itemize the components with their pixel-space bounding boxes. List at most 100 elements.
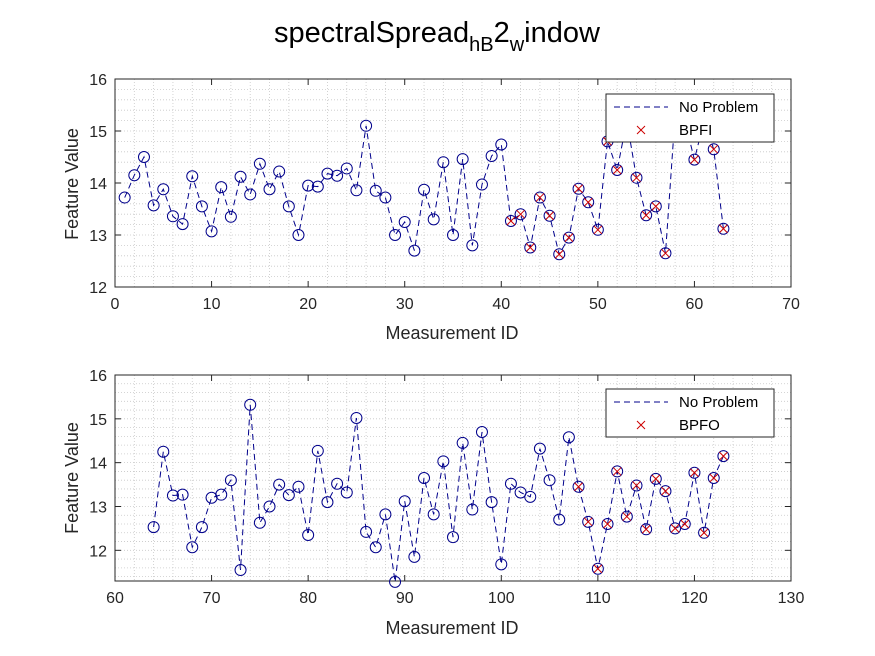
- data-point-no-problem: [118, 191, 131, 204]
- data-point-bpfo: [612, 467, 622, 476]
- data-point-no-problem: [649, 200, 662, 213]
- data-point-bpfi: [506, 216, 516, 226]
- data-point-no-problem: [302, 528, 315, 541]
- data-point-bpfi: [554, 249, 564, 259]
- data-point-no-problem: [707, 472, 720, 484]
- data-point-no-problem: [292, 229, 305, 241]
- data-point-bpfo: [680, 519, 690, 529]
- y-tick-label: 16: [89, 72, 107, 89]
- data-point-no-problem: [582, 515, 595, 528]
- x-tick-label: 90: [396, 590, 414, 607]
- data-point-bpfi: [545, 211, 554, 221]
- data-point-no-problem: [640, 523, 653, 536]
- x-tick-label: 120: [681, 590, 708, 607]
- data-point-no-problem: [389, 229, 402, 241]
- axes-box: [114, 374, 792, 582]
- data-point-no-problem: [427, 213, 440, 226]
- data-point-bpfo: [622, 512, 632, 521]
- data-point-no-problem: [186, 541, 199, 554]
- x-tick-label: 60: [106, 590, 124, 607]
- data-point-no-problem: [514, 208, 527, 221]
- data-point-no-problem: [244, 398, 257, 411]
- data-point-no-problem: [263, 183, 276, 196]
- legend-swatch-bpfo: [636, 420, 646, 430]
- data-point-no-problem: [688, 153, 701, 166]
- data-point-no-problem: [224, 210, 237, 223]
- x-tick-label: 130: [778, 590, 805, 607]
- data-point-no-problem: [688, 466, 701, 479]
- data-point-bpfi: [719, 224, 728, 234]
- legend: No Problem BPFO: [605, 388, 775, 438]
- y-tick-label: 12: [89, 543, 107, 560]
- data-point-no-problem: [543, 209, 556, 222]
- data-point-no-problem: [707, 143, 720, 156]
- y-tick-label: 12: [89, 280, 107, 297]
- data-point-no-problem: [408, 244, 421, 257]
- data-point-no-problem: [331, 477, 344, 490]
- legend: No Problem BPFI: [605, 93, 775, 143]
- data-point-no-problem: [447, 229, 459, 241]
- data-point-no-problem: [282, 489, 295, 502]
- data-point-no-problem: [311, 180, 324, 193]
- data-point-no-problem: [195, 200, 208, 213]
- data-point-no-problem: [321, 496, 334, 509]
- data-point-no-problem: [640, 209, 653, 222]
- data-point-no-problem: [340, 162, 353, 175]
- bottom-subplot: Measurement ID Feature Value 60 70 80 90 100…: [62, 368, 804, 638]
- chart-title: spectralSpreadhB2window: [274, 17, 601, 56]
- data-point-no-problem: [630, 479, 643, 492]
- legend-swatch-bpfi: [636, 125, 646, 135]
- y-tick-label: 15: [89, 124, 107, 141]
- data-point-bpfi: [632, 173, 641, 183]
- data-point-no-problem: [340, 486, 353, 499]
- data-point-no-problem: [485, 496, 498, 509]
- top-ylabel: Feature Value: [62, 128, 82, 240]
- data-point-no-problem: [215, 488, 228, 501]
- data-point-bpfi: [525, 243, 535, 252]
- data-point-no-problem: [437, 455, 450, 468]
- data-point-no-problem: [514, 486, 527, 499]
- data-point-no-problem: [418, 472, 431, 484]
- data-point-bpfo: [593, 564, 603, 574]
- data-point-bpfo: [699, 528, 709, 538]
- legend-box: [605, 388, 775, 438]
- data-point-no-problem: [447, 531, 459, 544]
- data-point-no-problem: [379, 191, 392, 204]
- data-point-no-problem: [601, 518, 614, 531]
- data-point-no-problem: [572, 480, 585, 493]
- data-point-bpfi: [641, 210, 651, 220]
- y-tick-label: 13: [89, 228, 107, 245]
- data-point-no-problem: [533, 191, 546, 204]
- data-point-no-problem: [215, 181, 228, 194]
- data-point-bpfo: [670, 524, 680, 533]
- data-point-no-problem: [533, 442, 546, 455]
- data-point-no-problem: [591, 562, 604, 575]
- data-point-no-problem: [331, 169, 344, 182]
- data-point-no-problem: [620, 510, 633, 523]
- data-point-no-problem: [717, 450, 730, 463]
- data-point-no-problem: [475, 425, 488, 438]
- data-point-no-problem: [504, 477, 517, 490]
- data-point-bpfi: [574, 184, 583, 194]
- data-point-no-problem: [717, 222, 730, 235]
- top-xlabel: Measurement ID: [385, 323, 518, 343]
- data-point-bpfo: [603, 519, 612, 529]
- data-point-no-problem: [244, 188, 257, 201]
- data-point-no-problem: [205, 225, 218, 238]
- data-point-bpfo: [709, 473, 719, 483]
- data-point-no-problem: [504, 214, 517, 227]
- data-point-no-problem: [389, 575, 402, 588]
- x-tick-label: 80: [299, 590, 317, 607]
- legend-label-bpfo: BPFO: [679, 417, 720, 434]
- data-point-no-problem: [369, 541, 382, 554]
- legend-label-bpfi: BPFI: [679, 122, 712, 139]
- data-point-no-problem: [195, 521, 208, 534]
- y-tick-label: 14: [89, 176, 107, 193]
- data-point-no-problem: [186, 170, 199, 183]
- data-point-no-problem: [263, 500, 276, 513]
- data-point-no-problem: [224, 474, 237, 487]
- x-tick-label: 50: [589, 296, 607, 313]
- y-tick-label: 13: [89, 499, 107, 516]
- data-point-no-problem: [234, 564, 247, 577]
